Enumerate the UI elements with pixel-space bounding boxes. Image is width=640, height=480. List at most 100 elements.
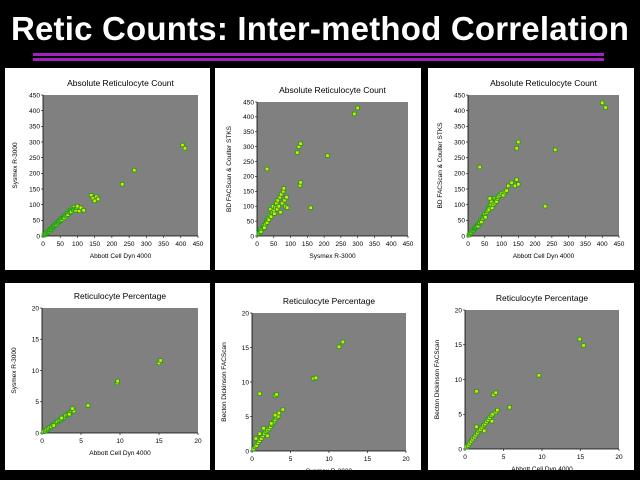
y-tick-label: 50 xyxy=(33,218,41,225)
x-tick-label: 15 xyxy=(577,454,585,461)
chart-title: Reticulocyte Percentage xyxy=(74,291,166,301)
y-axis-label: Becton Dickinson FACScan xyxy=(221,342,228,422)
x-tick-label: 50 xyxy=(481,241,489,248)
y-axis-label: Sysmex R-3000 xyxy=(12,142,19,189)
y-tick-label: 150 xyxy=(243,189,254,196)
data-point xyxy=(158,358,163,363)
data-point xyxy=(487,196,493,201)
y-tick-label: 400 xyxy=(29,108,40,115)
x-tick-label: 10 xyxy=(325,456,333,463)
x-axis-label: Abbott Cell Dyn 4000 xyxy=(90,253,152,260)
y-tick-label: 200 xyxy=(243,174,254,181)
x-tick-label: 350 xyxy=(369,241,380,248)
x-tick-label: 15 xyxy=(364,456,372,463)
y-tick-label: 15 xyxy=(32,337,40,344)
data-point xyxy=(509,180,514,185)
y-tick-label: 100 xyxy=(29,202,40,209)
data-point xyxy=(280,407,286,412)
plot-area xyxy=(257,102,408,236)
x-tick-label: 200 xyxy=(530,241,541,248)
y-tick-label: 15 xyxy=(455,342,463,349)
data-point xyxy=(298,141,303,146)
data-point xyxy=(493,390,499,395)
y-tick-label: 20 xyxy=(32,305,40,312)
x-axis-label: Abbott Cell Dyn 4000 xyxy=(511,466,573,470)
y-tick-label: 100 xyxy=(454,202,465,209)
x-tick-label: 15 xyxy=(155,438,163,445)
y-tick-label: 10 xyxy=(242,379,250,386)
y-tick-label: 5 xyxy=(35,399,39,406)
x-tick-label: 250 xyxy=(124,241,135,248)
data-point xyxy=(115,378,120,384)
x-tick-label: 5 xyxy=(502,454,506,461)
chart-title: Absolute Reticulocyte Count xyxy=(490,78,597,88)
data-point xyxy=(266,217,271,222)
data-point xyxy=(284,195,289,200)
data-point xyxy=(514,146,519,151)
x-tick-label: 10 xyxy=(116,438,124,445)
x-tick-label: 5 xyxy=(289,456,293,463)
data-point xyxy=(506,183,511,189)
x-tick-label: 0 xyxy=(255,241,259,248)
y-tick-label: 400 xyxy=(454,108,465,115)
x-tick-label: 10 xyxy=(538,454,546,461)
x-tick-label: 150 xyxy=(513,241,524,248)
data-point xyxy=(581,343,586,348)
scatter-chart-abs-cd4000-vs-sysmex: Absolute Reticulocyte Count 0 50 100 150 200 2… xyxy=(12,78,204,260)
data-point xyxy=(536,373,542,378)
scatter-chart-abs-cd4000-vs-bd: Absolute Reticulocyte Count 0 50 100 150 200 2… xyxy=(437,78,625,260)
y-tick-label: 450 xyxy=(29,92,40,99)
x-tick-label: 0 xyxy=(250,456,254,463)
plot-area xyxy=(252,313,406,451)
data-point xyxy=(516,139,521,145)
x-tick-label: 200 xyxy=(319,241,330,248)
chart-title: Absolute Reticulocyte Count xyxy=(279,85,386,95)
x-tick-label: 450 xyxy=(193,241,204,248)
x-tick-label: 450 xyxy=(614,241,625,248)
data-point xyxy=(59,415,64,421)
y-tick-label: 20 xyxy=(455,307,463,314)
x-tick-label: 0 xyxy=(463,454,467,461)
data-point xyxy=(489,418,495,424)
y-tick-label: 10 xyxy=(455,377,463,384)
x-axis-label: Abbott Cell Dyn 4000 xyxy=(513,253,575,260)
data-point xyxy=(182,146,188,151)
y-tick-label: 300 xyxy=(243,144,254,151)
data-point xyxy=(552,147,558,153)
y-tick-label: 250 xyxy=(454,155,465,162)
data-point xyxy=(67,411,72,417)
title-rule-top xyxy=(33,53,604,56)
data-point xyxy=(276,410,282,416)
data-point xyxy=(276,203,282,209)
y-axis-label: BD FACScan & Coulter STKS xyxy=(226,125,233,212)
data-point xyxy=(495,407,500,413)
y-tick-label: 300 xyxy=(454,139,465,146)
data-point xyxy=(180,142,185,148)
data-point xyxy=(51,423,56,428)
chart-panel-abs-cd4000-vs-sysmex: Absolute Reticulocyte Count 0 50 100 150 200 2… xyxy=(5,68,210,270)
x-tick-label: 0 xyxy=(40,438,44,445)
x-tick-label: 400 xyxy=(175,241,186,248)
x-tick-label: 100 xyxy=(285,241,296,248)
data-point xyxy=(274,392,279,397)
data-point xyxy=(313,375,319,381)
y-tick-label: 0 xyxy=(245,448,249,455)
scatter-chart-abs-sysmex-vs-bd: Absolute Reticulocyte Count 0 50 100 150 200 2… xyxy=(226,85,414,260)
y-axis-label: BD FACScan & Coulter STKS xyxy=(437,122,444,209)
scatter-chart-pct-cd4000-vs-facscan: Reticulocyte Percentage 0 5 10 15 20 0 5 10 15 20 A… xyxy=(434,293,623,470)
data-point xyxy=(262,225,267,230)
plot-area xyxy=(468,95,619,236)
y-tick-label: 400 xyxy=(243,114,254,121)
x-tick-label: 400 xyxy=(597,241,608,248)
data-point xyxy=(70,406,75,411)
y-tick-label: 350 xyxy=(454,124,465,131)
data-point xyxy=(542,203,548,209)
x-tick-label: 250 xyxy=(546,241,557,248)
data-point xyxy=(278,209,283,215)
x-tick-label: 450 xyxy=(403,241,414,248)
y-tick-label: 250 xyxy=(243,159,254,166)
y-tick-label: 200 xyxy=(454,171,465,178)
scatter-chart-pct-cd4000-vs-sysmex: Reticulocyte Percentage 0 5 10 15 20 0 5 10 15 20 A… xyxy=(11,291,202,457)
y-tick-label: 0 xyxy=(458,446,462,453)
x-tick-label: 400 xyxy=(386,241,397,248)
